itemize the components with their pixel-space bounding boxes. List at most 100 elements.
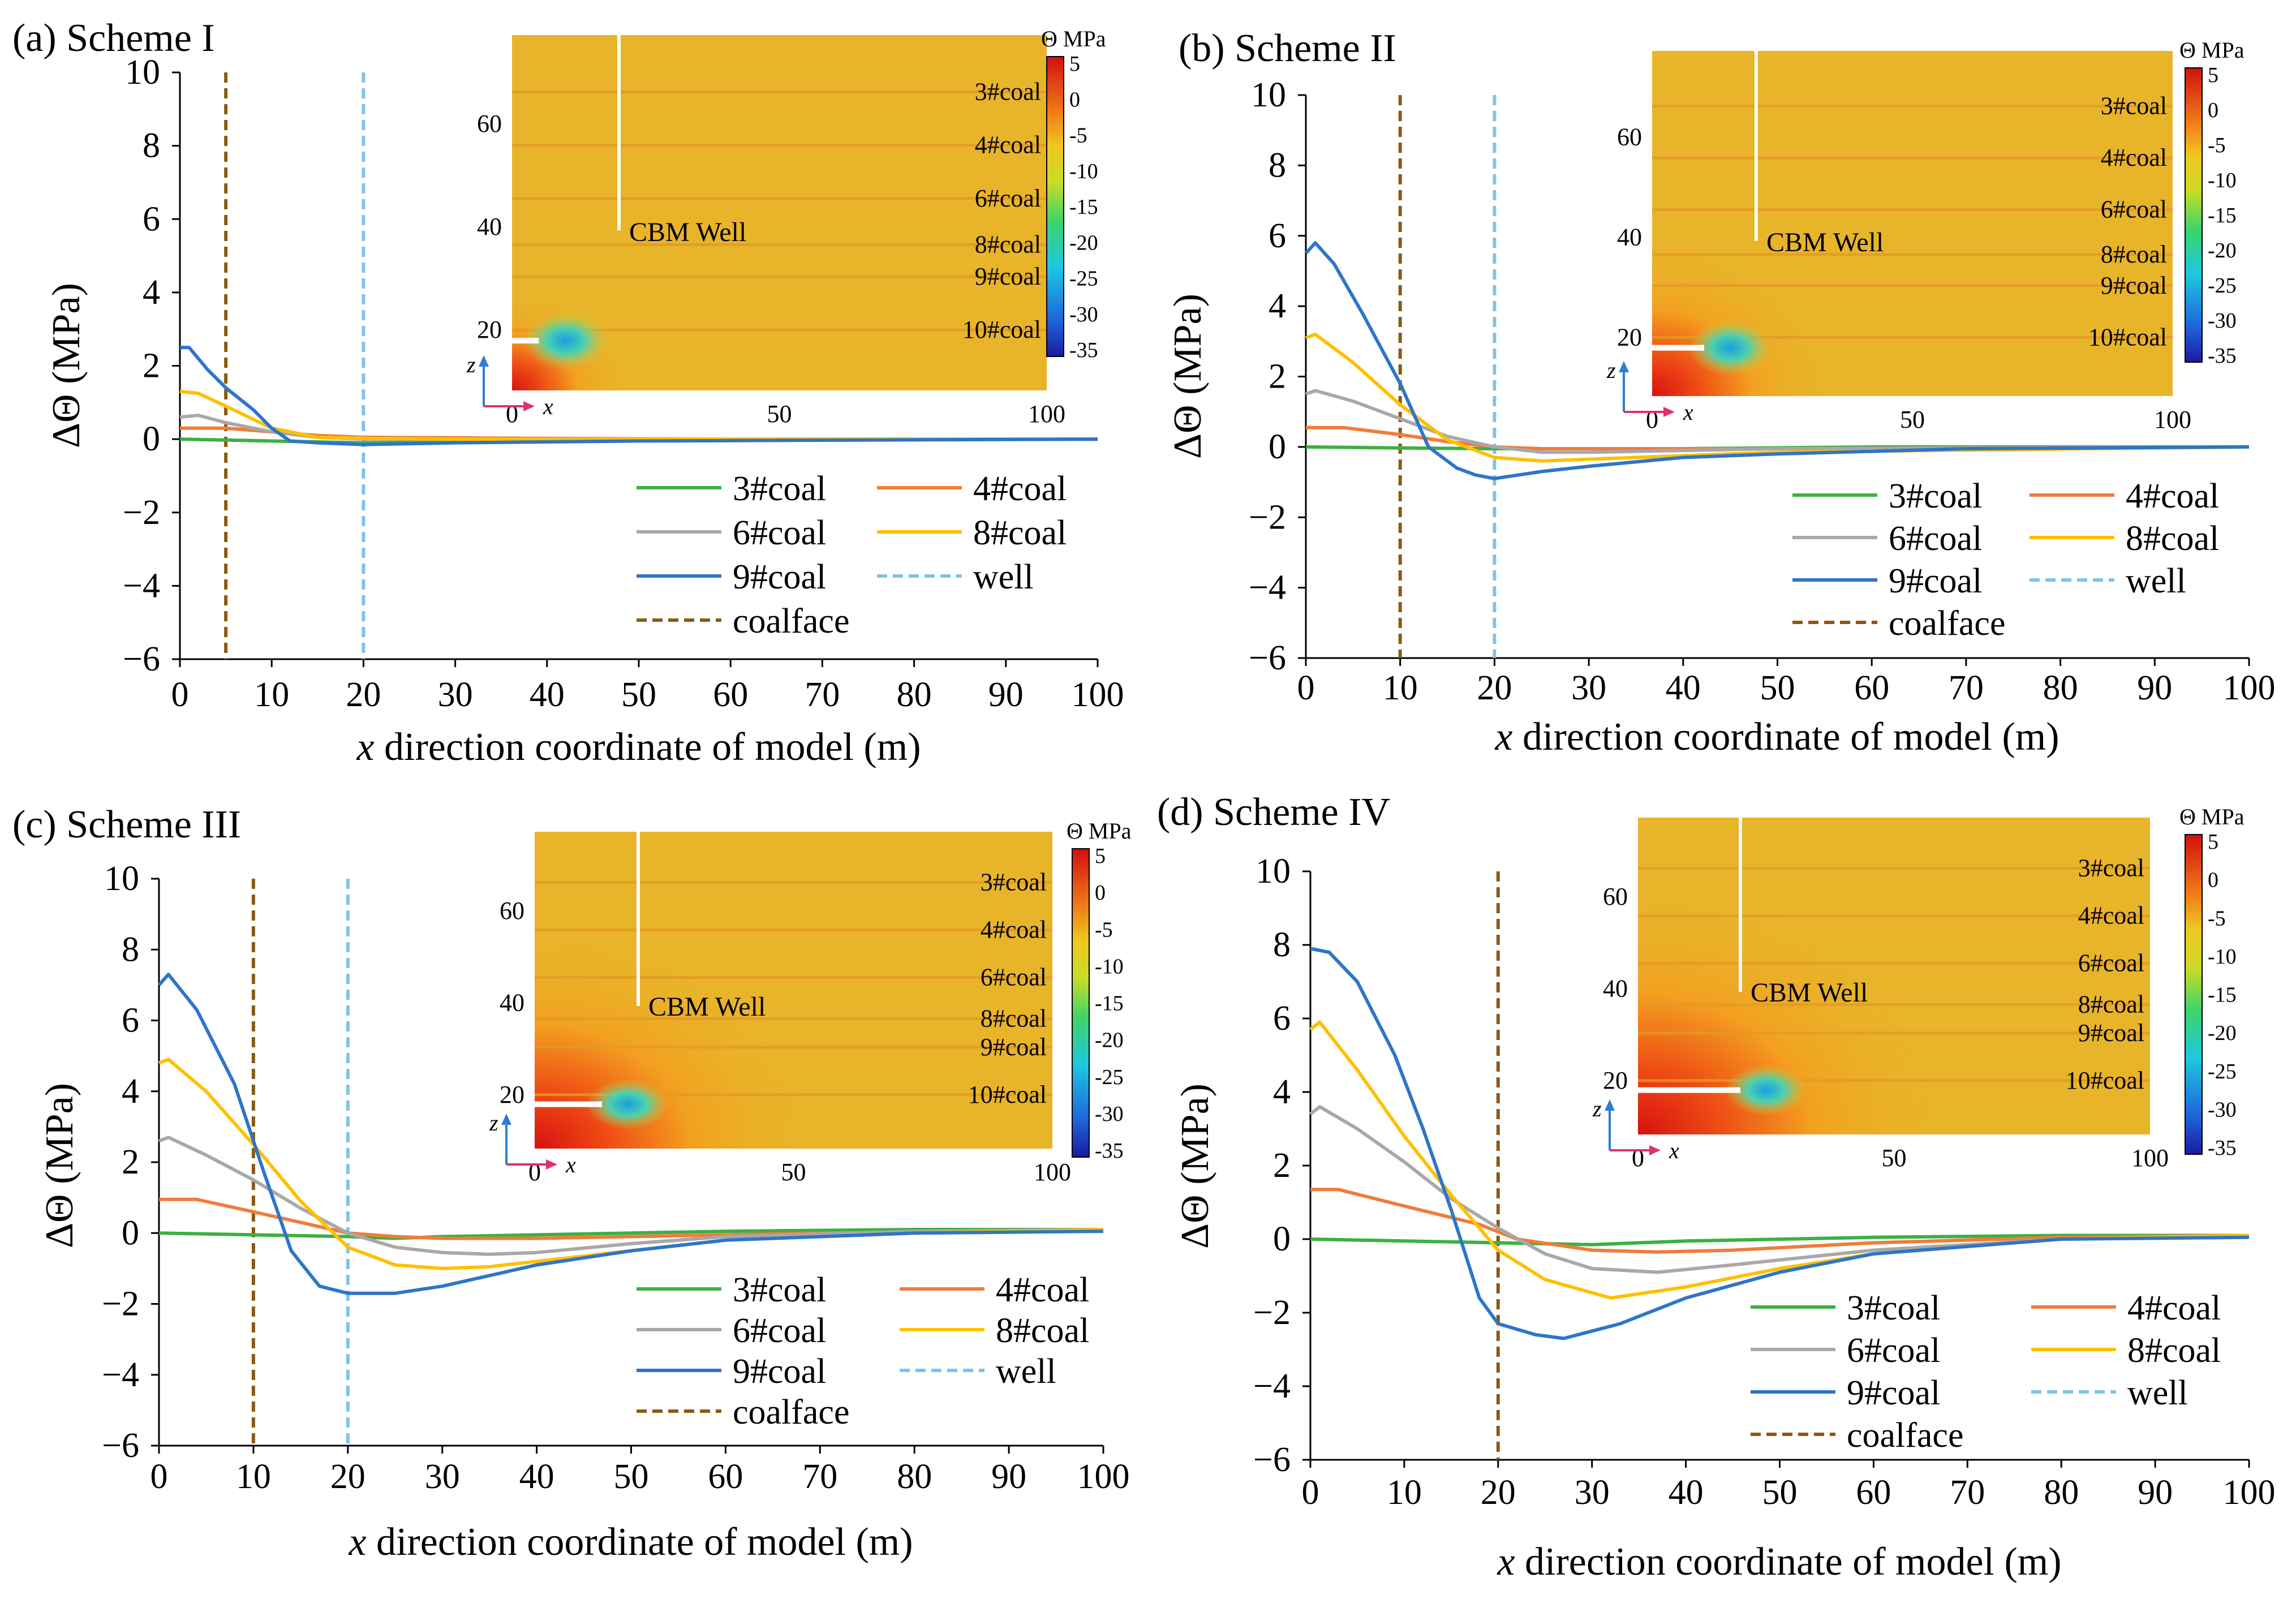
inset-x-tick: 100: [1034, 1158, 1071, 1186]
y-tick-label: −6: [1253, 1441, 1291, 1479]
x-tick-label: 80: [2043, 669, 2078, 707]
x-tick-label: 100: [2223, 1473, 2276, 1512]
inset-y-tick: 40: [477, 213, 502, 240]
x-tick-label: 30: [1575, 1473, 1610, 1512]
inset-coal-label: 8#coal: [975, 231, 1041, 259]
x-tick-label: 80: [897, 676, 932, 714]
colorbar-tick: -25: [1095, 1065, 1124, 1089]
colorbar-tick: -35: [2208, 344, 2237, 368]
legend-label-well: well: [2126, 562, 2186, 600]
x-tick-label: 40: [519, 1458, 554, 1496]
legend-label-coal8: 8#coal: [973, 514, 1067, 552]
inset-coal-label: 10#coal: [2088, 323, 2167, 351]
x-tick-label: 100: [2223, 669, 2276, 707]
legend-label-coal4: 4#coal: [973, 470, 1067, 508]
contour-inset: 3#coal4#coal6#coal8#coal9#coal10#coalCBM…: [489, 832, 1071, 1186]
y-tick-label: 10: [104, 859, 139, 898]
y-tick-label: 8: [122, 930, 139, 969]
series-line-coal4: [159, 1197, 1104, 1240]
colorbar-scale: [2185, 67, 2203, 363]
series-line-coal3: [158, 1228, 1103, 1240]
stress-concentration-zone: [535, 922, 820, 1149]
inset-coal-label: 6#coal: [2101, 196, 2167, 223]
colorbar-tick: -30: [2208, 1098, 2237, 1121]
x-tick-label: 20: [346, 676, 381, 714]
inset-coal-label: 9#coal: [2101, 272, 2167, 299]
inset-x-tick: 100: [2154, 406, 2191, 433]
legend-label-coal6: 6#coal: [1847, 1331, 1940, 1370]
legend-label-coalface: coalface: [1847, 1416, 1963, 1455]
inset-coal-label: 3#coal: [981, 869, 1047, 896]
x-tick-label: 70: [1950, 1473, 1985, 1512]
colorbar-tick: 0: [2208, 869, 2218, 892]
x-axis-label: x: [1669, 1138, 1679, 1163]
colorbar-tick: -25: [2208, 274, 2237, 298]
legend: 3#coal 4#coal 6#coal 8#coal 9#coal well coalfa…: [1751, 1289, 2221, 1455]
inset-x-tick: 0: [1632, 1144, 1644, 1172]
y-tick-label: −2: [1249, 498, 1286, 536]
x-tick-label: 60: [713, 676, 748, 714]
inset-coal-label: 9#coal: [981, 1033, 1047, 1061]
y-tick-label: 2: [122, 1143, 139, 1181]
contour-inset: 3#coal4#coal6#coal8#coal9#coal10#coalCBM…: [466, 35, 1065, 428]
y-tick-label: 4: [1273, 1073, 1291, 1111]
series-line-coal4: [1310, 1188, 2250, 1254]
colorbar-tick: -25: [1069, 267, 1098, 291]
legend-label-coal3: 3#coal: [1847, 1289, 1940, 1327]
y-axis-title: ΔΘ (MPa): [45, 283, 88, 448]
inset-x-tick: 100: [2131, 1144, 2169, 1172]
colorbar-tick: -20: [2208, 1021, 2237, 1045]
legend-label-coal9: 9#coal: [1847, 1374, 1940, 1412]
z-arrow-head: [501, 1114, 511, 1125]
inset-coal-label: 10#coal: [962, 316, 1041, 343]
x-axis-title: x direction coordinate of model (m): [1497, 1540, 2061, 1584]
chart-panel-1: 3#coal 4#coal 6#coal 8#coal 9#coal 10#coal CBM…: [12, 16, 1124, 769]
x-tick-label: 0: [171, 676, 189, 714]
x-axis-title: x direction coordinate of model (m): [356, 725, 921, 769]
inset-coal-label: 6#coal: [975, 184, 1041, 212]
x-tick-label: 20: [1477, 669, 1512, 707]
x-tick-label: 40: [1666, 669, 1701, 707]
x-tick-label: 50: [614, 1458, 649, 1496]
y-tick-label: −6: [102, 1426, 139, 1465]
legend-label-coalface: coalface: [1889, 604, 2005, 643]
inset-y-tick: 60: [500, 897, 524, 925]
legend-label-coal6: 6#coal: [733, 1312, 826, 1350]
legend-label-well: well: [996, 1352, 1056, 1391]
colorbar-scale: [1072, 848, 1090, 1158]
colorbar-tick: -15: [1069, 195, 1098, 219]
inset-x-tick: 0: [506, 400, 518, 428]
inset-y-tick: 20: [500, 1081, 524, 1108]
legend-label-coal9: 9#coal: [733, 558, 826, 596]
inset-x-tick: 50: [1882, 1144, 1907, 1172]
inset-coal-label: 3#coal: [975, 78, 1041, 105]
legend-label-coalface: coalface: [733, 602, 849, 640]
y-axis-title: ΔΘ (MPa): [38, 1083, 81, 1248]
panel-label: (d) Scheme IV: [1157, 790, 1390, 834]
colorbar-title: Θ MPa: [1041, 26, 1106, 51]
series-line-coal9: [157, 973, 1104, 1295]
x-tick-label: 20: [1481, 1473, 1516, 1512]
y-tick-label: −4: [102, 1356, 139, 1394]
colorbar-tick: -10: [1069, 160, 1098, 183]
z-axis-label: z: [466, 352, 476, 377]
colorbar-tick: -15: [2208, 983, 2237, 1007]
destressed-zone: [1688, 320, 1772, 376]
y-tick-label: 6: [1269, 217, 1286, 255]
x-axis-label: x: [543, 394, 553, 419]
y-tick-label: −4: [1253, 1367, 1291, 1405]
y-tick-label: 6: [143, 200, 160, 238]
x-tick-label: 30: [1571, 669, 1606, 707]
inset-coal-label: 10#coal: [968, 1081, 1047, 1108]
z-arrow-head: [479, 355, 489, 367]
z-axis-label: z: [1592, 1096, 1602, 1121]
colorbar-tick: -5: [1095, 918, 1113, 942]
y-tick-label: 4: [143, 273, 160, 312]
inset-x-tick: 100: [1028, 400, 1065, 428]
colorbar-tick: 5: [2208, 63, 2218, 87]
y-axis-title: ΔΘ (MPa): [1166, 294, 1210, 459]
y-tick-label: 8: [143, 127, 160, 165]
